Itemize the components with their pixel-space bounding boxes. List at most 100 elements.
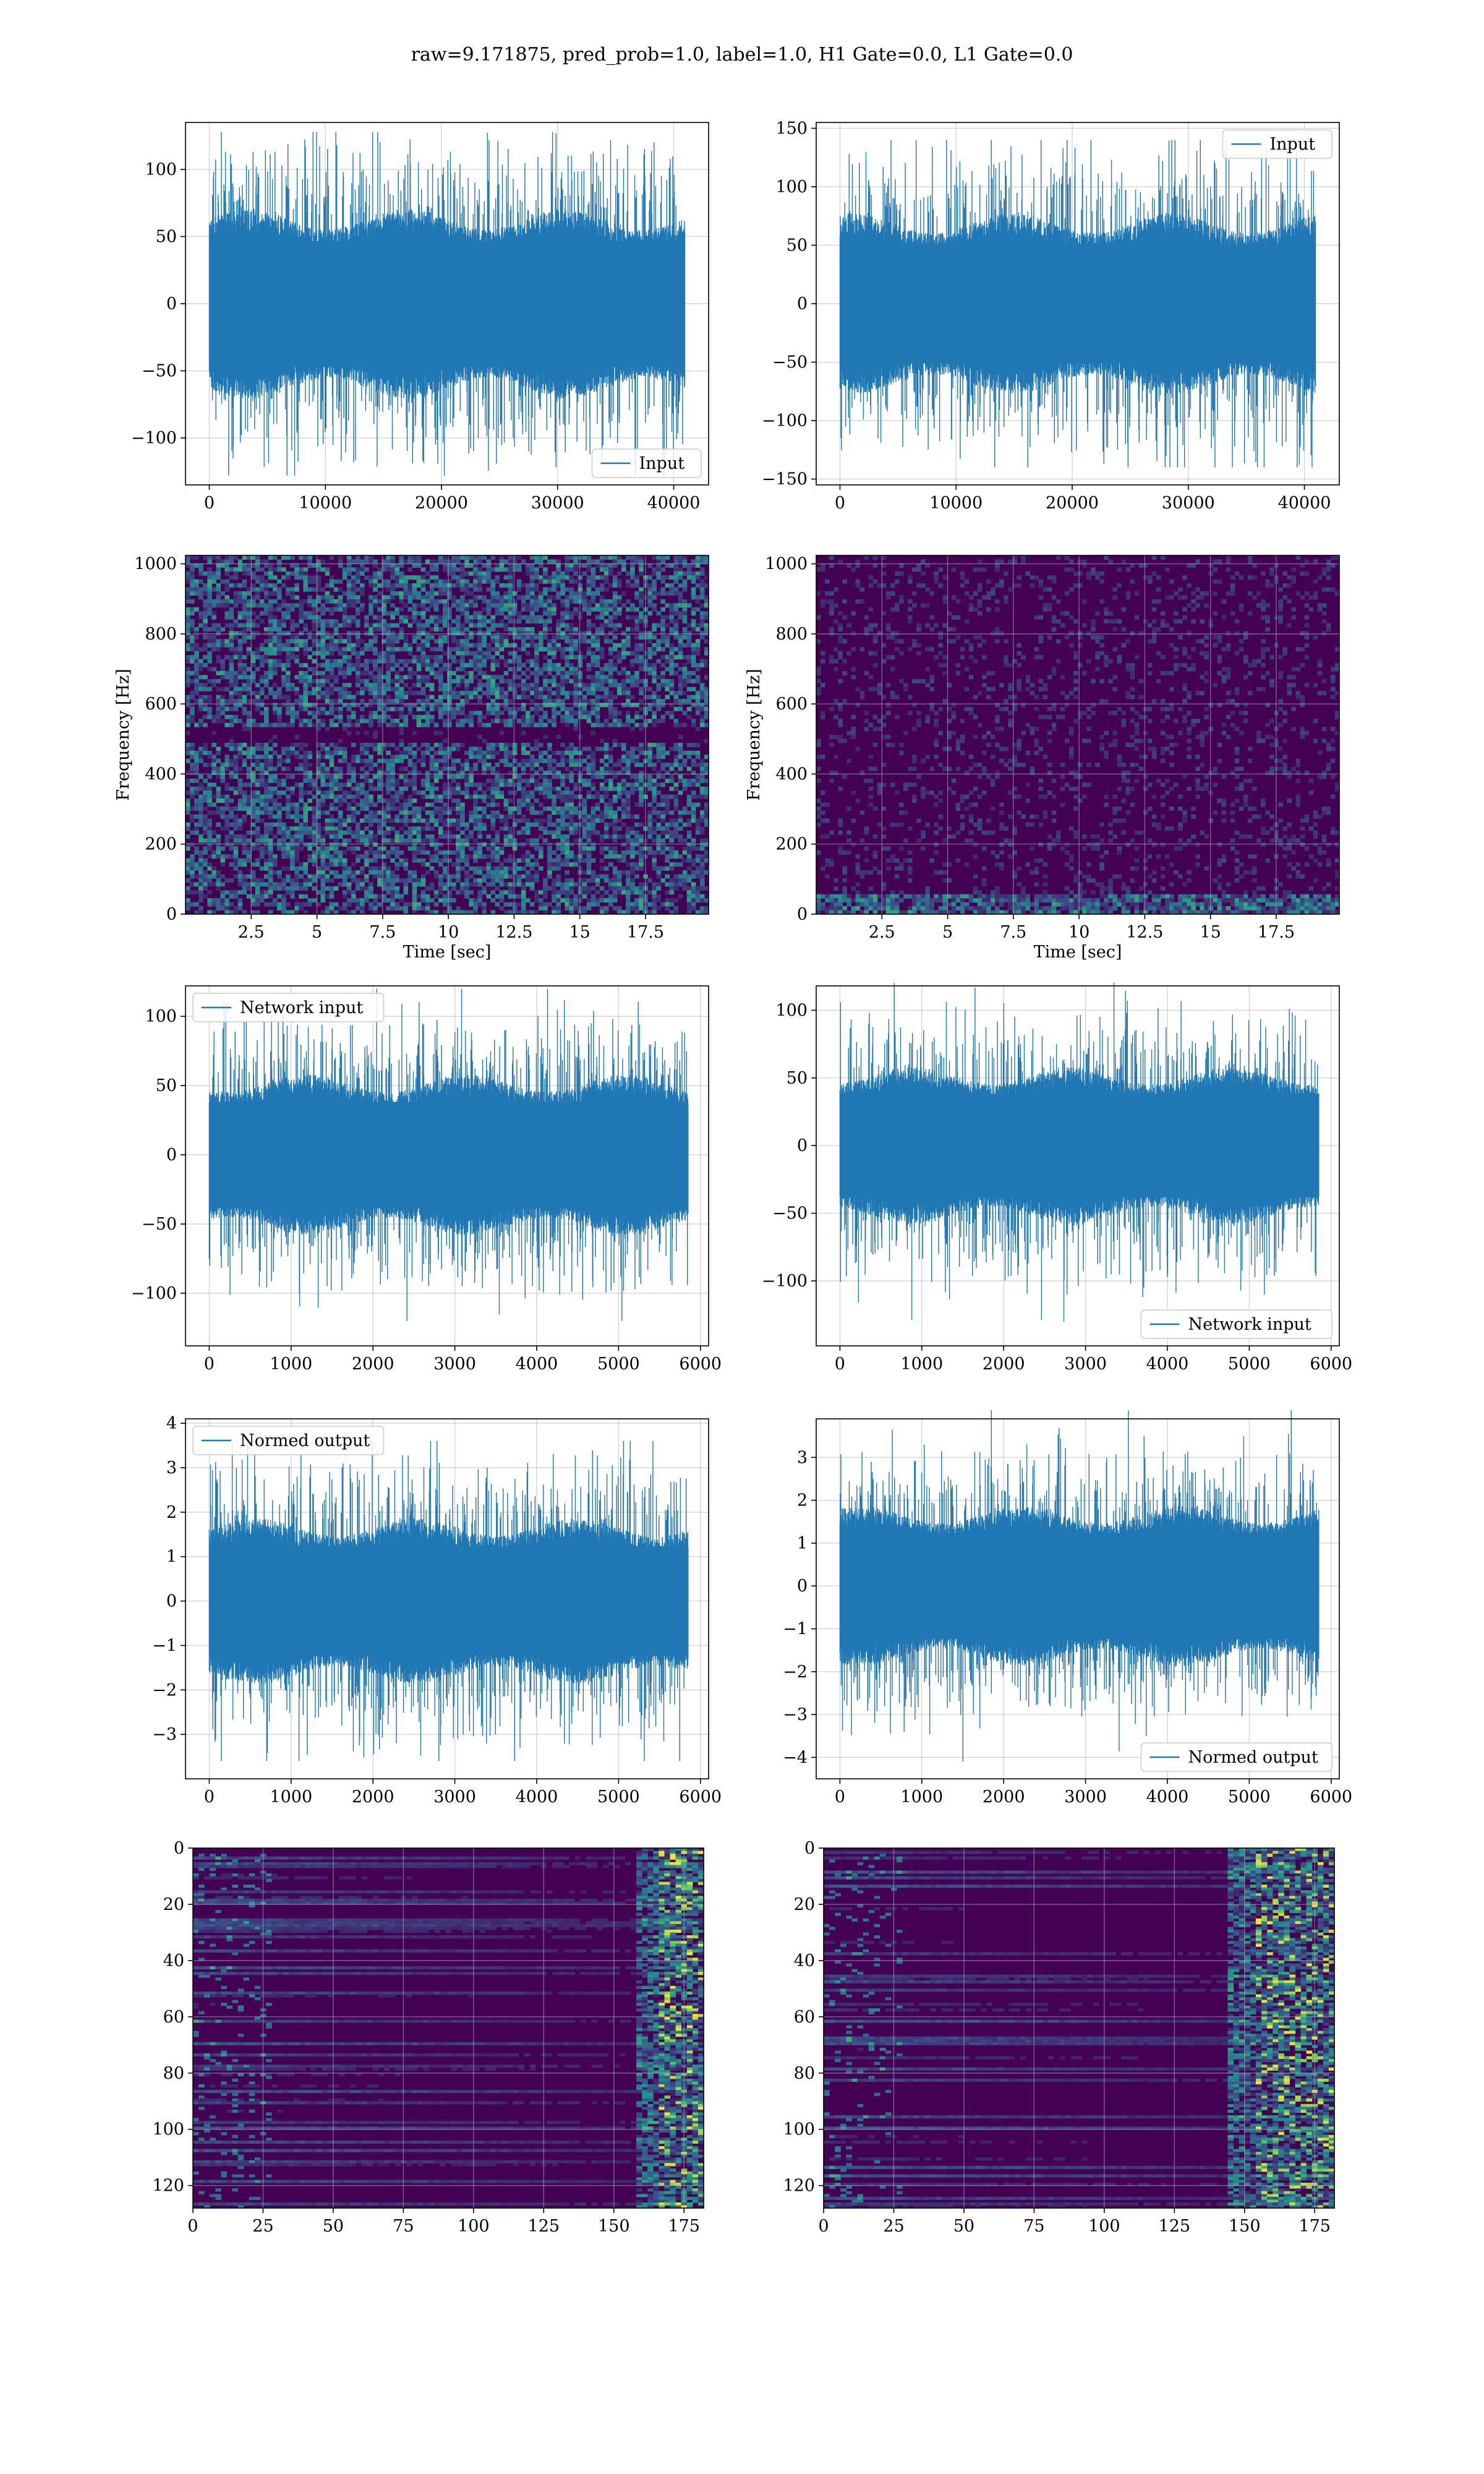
legend-box — [192, 1426, 385, 1455]
y-tick-label: 20 — [163, 1895, 184, 1914]
y-tick-label: −3 — [152, 1725, 177, 1744]
x-tick-label: 1000 — [900, 1355, 943, 1374]
y-tick-label: 50 — [787, 236, 808, 255]
chart-l1_network_input: 0 1000 2000 3000 4000 5000 6000 −100 −50 0 50 100 Ne… — [762, 983, 1352, 1374]
y-tick-label: 0 — [166, 905, 177, 924]
y-tick-label: −100 — [131, 429, 177, 448]
x-tick-label: 2000 — [352, 1787, 394, 1807]
axes-frame — [185, 985, 709, 1346]
chart-h1_feature_map: 0 25 50 75 100 125 150 175 0 20 40 60 80 100 120 — [152, 1839, 704, 2236]
y-tick-label: −50 — [142, 362, 177, 381]
y-tick-label: 80 — [794, 2064, 815, 2083]
chart-l1_normed_output: 0 1000 2000 3000 4000 5000 6000 −4 −3 −2 −1 0 1 2 3 Nor… — [783, 1410, 1352, 1807]
y-tick-label: −4 — [783, 1748, 808, 1767]
legend: Normed output — [1140, 1742, 1333, 1772]
x-tick-label: 6000 — [1310, 1787, 1352, 1807]
x-tick-label: 15 — [1200, 923, 1221, 942]
x-tick-label: 30000 — [1162, 494, 1215, 513]
x-tick-label: 0 — [204, 1787, 215, 1807]
legend-label: Network input — [240, 998, 363, 1017]
chart-l1_input: 0 10000 20000 30000 40000 −150 −100 −50 0 50 100 15… — [762, 119, 1340, 513]
x-tick-label: 4000 — [516, 1355, 558, 1374]
y-tick-label: −50 — [142, 1215, 177, 1234]
x-tick-label: 30000 — [531, 494, 584, 513]
axes-frame — [185, 555, 709, 915]
y-tick-label: 0 — [174, 1839, 184, 1858]
x-tick-label: 12.5 — [1126, 923, 1163, 942]
legend-box — [591, 448, 702, 478]
x-tick-label: 3000 — [433, 1355, 476, 1374]
y-tick-label: −3 — [783, 1705, 808, 1724]
x-tick-label: 150 — [1229, 2217, 1261, 2236]
legend: Normed output — [192, 1426, 385, 1455]
y-tick-label: 600 — [145, 695, 177, 714]
heatmap-cells — [193, 1848, 704, 2209]
x-tick-label: 100 — [458, 2217, 490, 2236]
figure-title: raw=9.171875, pred_prob=1.0, label=1.0, … — [411, 44, 1073, 66]
y-tick-label: 80 — [163, 2064, 184, 2083]
x-tick-label: 175 — [668, 2217, 700, 2236]
x-tick-label: 5000 — [597, 1355, 640, 1374]
y-tick-label: 1000 — [765, 555, 808, 574]
x-tick-label: 5000 — [1228, 1787, 1271, 1807]
heatmap-cells — [186, 555, 709, 915]
legend-box — [1222, 129, 1333, 159]
axes-frame — [823, 1847, 1335, 2209]
x-tick-label: 125 — [1159, 2217, 1191, 2236]
y-tick-label: 1 — [797, 1534, 808, 1553]
x-tick-label: 1000 — [270, 1355, 312, 1374]
y-tick-label: 20 — [794, 1895, 815, 1914]
y-tick-label: 800 — [145, 625, 177, 644]
y-tick-label: 600 — [775, 695, 808, 714]
y-tick-label: −50 — [772, 1204, 808, 1223]
y-tick-label: 400 — [145, 764, 177, 784]
series-core-band — [209, 1102, 688, 1208]
x-axis-label: Time [sec] — [1034, 943, 1122, 962]
legend: Input — [1222, 129, 1333, 159]
y-tick-label: 100 — [775, 1001, 808, 1020]
chart-h1_normed_output: 0 1000 2000 3000 4000 5000 6000 −3 −2 −1 0 1 2 3 4 Norm… — [152, 1414, 722, 1807]
y-tick-label: −1 — [152, 1636, 177, 1655]
x-tick-label: 40000 — [1278, 494, 1331, 513]
y-tick-label: −2 — [152, 1680, 177, 1700]
legend-label: Normed output — [1188, 1748, 1318, 1767]
x-tick-label: 15 — [569, 923, 591, 942]
x-tick-label: 10000 — [299, 494, 352, 513]
y-tick-label: 0 — [166, 1592, 177, 1611]
x-tick-label: 6000 — [679, 1787, 722, 1807]
x-tick-label: 125 — [528, 2217, 560, 2236]
legend-label: Input — [639, 454, 685, 473]
y-tick-label: −100 — [762, 411, 808, 430]
x-tick-label: 17.5 — [1258, 923, 1295, 942]
y-tick-label: 120 — [152, 2177, 184, 2196]
y-tick-label: 100 — [145, 160, 177, 179]
y-tick-label: 0 — [166, 1145, 177, 1165]
x-tick-label: 0 — [187, 2217, 198, 2236]
y-tick-label: −150 — [762, 470, 808, 489]
x-tick-label: 4000 — [1146, 1355, 1189, 1374]
y-tick-label: 50 — [156, 1076, 177, 1095]
y-tick-label: 60 — [794, 2008, 815, 2027]
x-tick-label: 1000 — [270, 1787, 312, 1807]
y-axis-label: Frequency [Hz] — [744, 669, 764, 800]
x-tick-label: 2000 — [983, 1355, 1025, 1374]
y-tick-label: 100 — [775, 178, 808, 197]
y-tick-label: 0 — [166, 294, 177, 314]
y-axis-label: Frequency [Hz] — [114, 669, 133, 800]
x-tick-label: 150 — [598, 2217, 630, 2236]
x-tick-label: 5 — [942, 923, 953, 942]
x-tick-label: 0 — [818, 2217, 829, 2236]
series-core-band — [209, 241, 685, 367]
y-tick-label: 60 — [163, 2008, 184, 2027]
y-tick-label: 3 — [797, 1448, 808, 1467]
x-tick-label: 7.5 — [1000, 923, 1026, 942]
series-core-band — [840, 244, 1316, 364]
legend: Network input — [192, 993, 385, 1022]
chart-h1_input: 0 10000 20000 30000 40000 −100 −50 0 50 100 Input — [131, 122, 709, 513]
x-axis-label: Time [sec] — [403, 943, 492, 962]
y-tick-label: 50 — [156, 227, 177, 246]
y-tick-label: 0 — [797, 1577, 808, 1596]
x-tick-label: 5000 — [597, 1787, 640, 1807]
y-tick-label: 150 — [775, 119, 808, 138]
x-tick-label: 20000 — [415, 494, 468, 513]
